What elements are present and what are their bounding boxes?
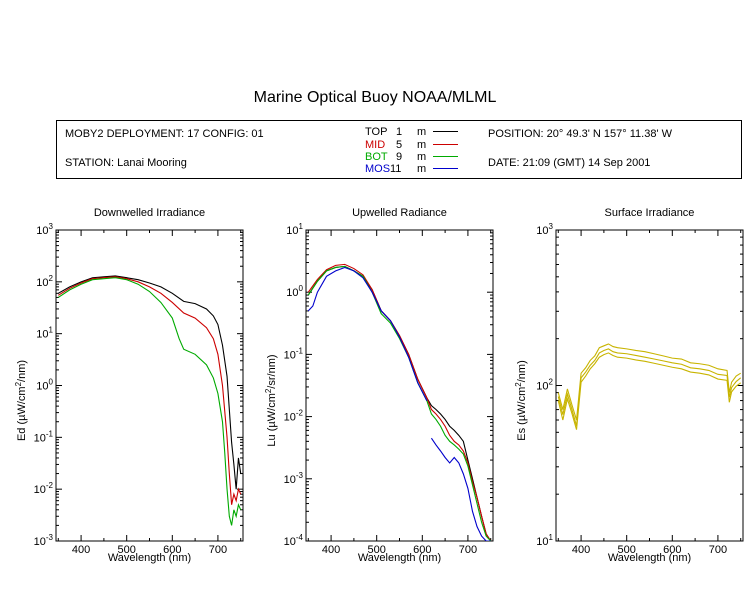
legend-line <box>433 144 458 145</box>
y-tick-label: 10-3 <box>34 533 54 548</box>
x-axis-label: Wavelength (nm) <box>108 552 191 564</box>
x-tick-label: 500 <box>118 544 136 556</box>
x-tick-label: 400 <box>322 544 340 556</box>
y-axis-label: Ed (µW/cm2/nm) <box>14 360 28 441</box>
chart-title: Upwelled Radiance <box>352 207 447 219</box>
page-title: Marine Optical Buoy NOAA/MLML <box>253 89 497 106</box>
chart-title: Surface Irradiance <box>605 207 695 219</box>
legend-name: BOT <box>365 151 388 163</box>
y-tick-label: 101 <box>36 326 53 341</box>
y-tick-label: 10-2 <box>284 409 304 424</box>
x-tick-label: 600 <box>663 544 681 556</box>
legend-name: MOS <box>365 163 391 175</box>
x-tick-label: 500 <box>368 544 386 556</box>
y-tick-label: 101 <box>536 533 553 548</box>
chart-panel: Upwelled Radiance 400 500 600 700 10-4 10-3 10-… <box>264 207 494 564</box>
y-tick-label: 103 <box>536 222 553 237</box>
series-line-top <box>307 265 492 541</box>
date-text: DATE: 21:09 (GMT) 14 Sep 2001 <box>488 157 651 169</box>
x-tick-label: 600 <box>413 544 431 556</box>
legend-entry-mos: MOS 11 m <box>365 163 535 175</box>
series-line-es <box>557 352 742 430</box>
y-tick-label: 10-1 <box>34 429 54 444</box>
series-line-es <box>557 343 742 421</box>
chart-panel: Downwelled Irradiance 400 500 600 700 10-3 10-… <box>14 207 244 564</box>
series-line-top <box>58 275 242 490</box>
y-tick-label: 101 <box>286 222 303 237</box>
plot-frame <box>55 229 244 542</box>
x-tick-label: 700 <box>709 544 727 556</box>
series-line-mos <box>307 266 428 401</box>
legend-depth: 1 <box>396 126 403 138</box>
y-tick-label: 100 <box>286 284 303 299</box>
y-tick-label: 10-2 <box>34 481 54 496</box>
x-tick-label: 700 <box>459 544 477 556</box>
station-text: STATION: Lanai Mooring <box>65 157 187 169</box>
deployment-text: MOBY2 DEPLOYMENT: 17 CONFIG: 01 <box>65 128 264 140</box>
legend-name: TOP <box>365 126 388 138</box>
legend-line <box>433 156 458 157</box>
legend-line <box>433 131 458 132</box>
y-tick-label: 100 <box>36 378 53 393</box>
plot-frame <box>555 229 744 542</box>
series-line-mos <box>430 437 491 541</box>
x-tick-label: 700 <box>209 544 227 556</box>
x-axis-label: Wavelength (nm) <box>358 552 441 564</box>
legend-depth: 11 <box>390 163 402 175</box>
legend-name: MID <box>365 139 386 151</box>
chart-title: Downwelled Irradiance <box>94 207 205 219</box>
legend-unit: m <box>417 151 427 163</box>
y-tick-label: 102 <box>536 378 553 393</box>
legend-entry-mid: MID 5 m <box>365 139 535 151</box>
legend-unit: m <box>417 126 427 138</box>
y-tick-label: 10-3 <box>284 471 304 486</box>
y-tick-label: 10-4 <box>284 533 304 548</box>
plot-frame <box>305 229 494 542</box>
chart-panel: Surface Irradiance 400 500 600 700 101 102 103 W… <box>514 207 744 564</box>
legend-entry-bot: BOT 9 m <box>365 151 535 163</box>
x-axis-label: Wavelength (nm) <box>608 552 691 564</box>
legend-depth: 9 <box>396 151 403 163</box>
series-line-mid <box>307 263 492 541</box>
series-line-es <box>557 348 742 427</box>
y-tick-label: 103 <box>36 222 53 237</box>
y-axis-label: Es (µW/cm2/nm) <box>514 360 528 440</box>
position-text: POSITION: 20° 49.3' N 157° 11.38' W <box>488 128 672 140</box>
x-tick-label: 500 <box>618 544 636 556</box>
series-line-mid <box>57 276 242 505</box>
y-tick-label: 102 <box>36 274 53 289</box>
legend-unit: m <box>417 139 427 151</box>
y-tick-label: 10-1 <box>284 346 304 361</box>
series-line-bot <box>307 265 492 541</box>
legend-depth: 5 <box>396 139 403 151</box>
info-box: MOBY2 DEPLOYMENT: 17 CONFIG: 01 STATION:… <box>56 120 742 179</box>
series-line-bot <box>57 277 242 526</box>
x-tick-label: 600 <box>163 544 181 556</box>
x-tick-label: 400 <box>572 544 590 556</box>
legend-entry-top: TOP 1 m <box>365 126 535 138</box>
legend-line <box>433 168 458 169</box>
legend-unit: m <box>417 163 427 175</box>
y-axis-label: Lu (µW/cm2/sr/nm) <box>264 354 278 446</box>
x-tick-label: 400 <box>72 544 90 556</box>
